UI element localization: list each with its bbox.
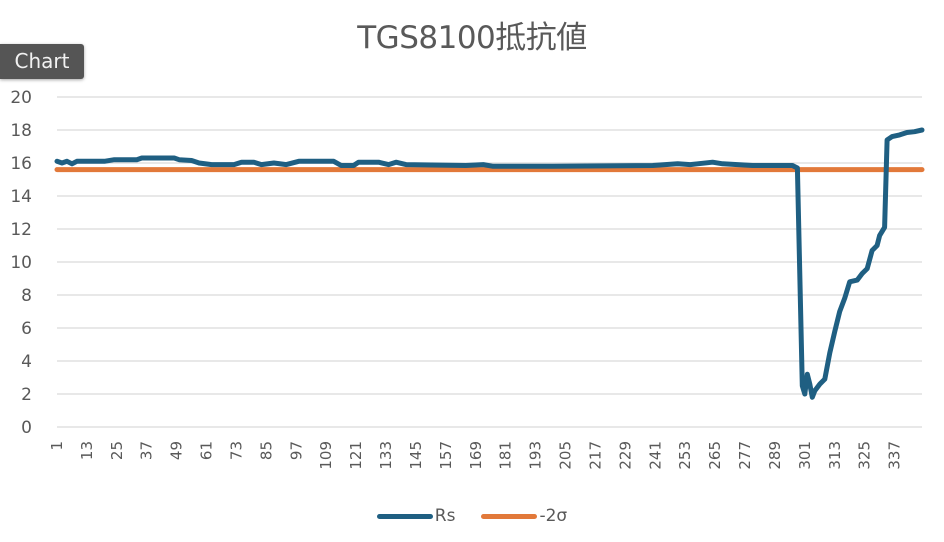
- x-tick-label: 49: [168, 441, 186, 460]
- x-tick-label: 73: [227, 441, 245, 460]
- chart-title: TGS8100抵抗値: [357, 20, 587, 56]
- x-tick-label: 109: [317, 441, 335, 470]
- y-tick-label: 12: [10, 220, 32, 240]
- x-tick-label: 169: [467, 441, 485, 470]
- x-tick-label: 97: [287, 441, 305, 460]
- x-tick-label: 157: [437, 441, 455, 470]
- x-tick-label: 1: [48, 441, 66, 451]
- x-tick-label: 229: [616, 441, 634, 470]
- x-tick-label: 217: [586, 441, 604, 470]
- y-tick-label: 0: [21, 418, 32, 438]
- series-lines: [54, 127, 925, 400]
- x-tick-label: 325: [856, 441, 874, 470]
- y-tick-label: 20: [10, 88, 32, 108]
- chart-tag-button[interactable]: Chart: [0, 44, 84, 79]
- legend-item-rs[interactable]: Rs: [376, 506, 456, 526]
- x-tick-label: 205: [557, 441, 575, 470]
- x-tick-label: 265: [706, 441, 724, 470]
- y-tick-label: 16: [10, 154, 32, 174]
- y-axis: 0 2 4 6 8 10 12 14 16 18 20: [10, 88, 32, 438]
- series-line-rs[interactable]: [54, 127, 925, 400]
- legend-item-sigma[interactable]: -2σ: [481, 506, 567, 526]
- y-tick-label: 8: [21, 286, 32, 306]
- y-tick-label: 2: [21, 385, 32, 405]
- x-tick-label: 277: [736, 441, 754, 470]
- x-tick-label: 133: [377, 441, 395, 470]
- x-tick-label: 301: [796, 441, 814, 470]
- x-tick-label: 121: [347, 441, 365, 470]
- legend-swatch-rs: [376, 513, 433, 519]
- x-tick-label: 13: [78, 441, 96, 460]
- y-tick-label: 14: [10, 187, 32, 207]
- x-tick-label: 37: [138, 441, 156, 460]
- x-tick-label: 145: [407, 441, 425, 470]
- y-tick-label: 6: [21, 319, 32, 339]
- x-tick-label: 337: [886, 441, 904, 470]
- legend-label-sigma: -2σ: [539, 506, 568, 526]
- y-tick-label: 4: [21, 352, 32, 372]
- x-axis: 1 13 25 37 49 61 73 85 97 109 121 133 145 157 169 181 19…: [48, 441, 904, 470]
- y-tick-label: 10: [10, 253, 32, 273]
- x-tick-label: 313: [826, 441, 844, 470]
- x-tick-label: 61: [198, 441, 216, 460]
- y-tick-label: 18: [10, 121, 32, 141]
- x-tick-label: 253: [676, 441, 694, 470]
- gridlines: [57, 96, 922, 428]
- x-tick-label: 25: [108, 441, 126, 460]
- legend: Rs -2σ: [0, 506, 944, 526]
- x-tick-label: 289: [766, 441, 784, 470]
- x-tick-label: 241: [646, 441, 664, 470]
- legend-swatch-sigma: [481, 513, 538, 519]
- legend-label-rs: Rs: [434, 506, 456, 526]
- x-tick-label: 181: [497, 441, 515, 470]
- x-tick-label: 85: [257, 441, 275, 460]
- x-tick-label: 193: [527, 441, 545, 470]
